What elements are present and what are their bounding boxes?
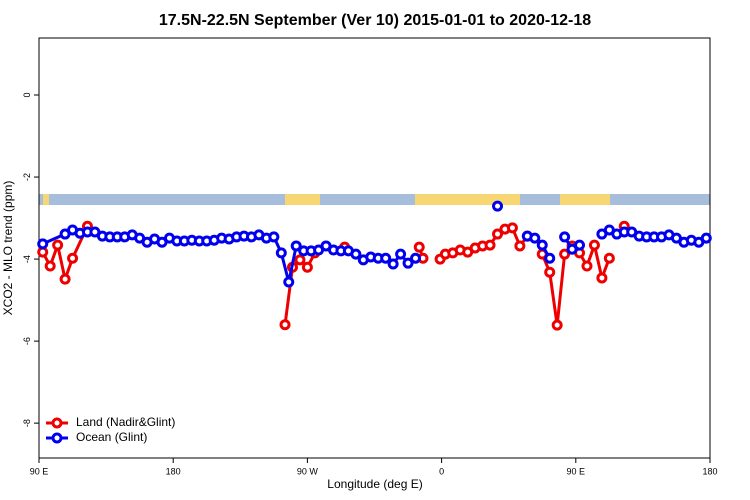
data-point	[275, 247, 287, 259]
data-point	[544, 252, 556, 264]
y-tick-label: 0	[22, 93, 32, 98]
x-tick-label: 0	[439, 466, 444, 476]
data-point	[294, 254, 306, 266]
data-point	[559, 248, 571, 260]
data-point	[380, 252, 392, 264]
data-point	[529, 232, 541, 244]
y-tick-label: -4	[22, 255, 32, 263]
data-point	[301, 261, 313, 273]
y-tick-label: -6	[22, 337, 32, 345]
data-point	[484, 239, 496, 251]
data-point	[59, 273, 71, 285]
data-point	[37, 238, 49, 250]
legend-marker	[51, 417, 63, 429]
data-point	[700, 232, 712, 244]
x-tick-label: 180	[166, 466, 181, 476]
legend: Land (Nadir&Glint)Ocean (Glint)	[42, 414, 184, 448]
data-point	[551, 319, 563, 331]
data-point	[402, 257, 414, 269]
data-point	[44, 260, 56, 272]
legend-label: Land (Nadir&Glint)	[76, 415, 175, 429]
data-point	[544, 266, 556, 278]
data-point	[395, 248, 407, 260]
data-point	[413, 241, 425, 253]
land-mask-strip	[39, 194, 710, 205]
data-point	[52, 239, 64, 251]
data-point	[67, 252, 79, 264]
data-point	[581, 260, 593, 272]
x-tick-label: 90 E	[567, 466, 586, 476]
data-point	[492, 228, 504, 240]
legend-label: Ocean (Glint)	[76, 430, 147, 444]
data-point	[514, 240, 526, 252]
data-point	[387, 258, 399, 270]
legend-box	[42, 414, 184, 448]
data-point	[596, 272, 608, 284]
data-point	[506, 222, 518, 234]
data-point	[574, 239, 586, 251]
data-point	[350, 248, 362, 260]
chart-title: 17.5N-22.5N September (Ver 10) 2015-01-0…	[159, 12, 591, 29]
y-axis-label: XCO2 - MLO trend (ppm)	[1, 181, 15, 316]
y-tick-label: -8	[22, 419, 32, 427]
x-tick-label: 90 E	[30, 466, 49, 476]
x-tick-label: 90 W	[297, 466, 319, 476]
data-point	[603, 252, 615, 264]
y-tick-label: -2	[22, 173, 32, 181]
x-axis-label: Longitude (deg E)	[327, 477, 422, 491]
legend-marker	[51, 432, 63, 444]
x-tick-label: 180	[702, 466, 717, 476]
data-point	[290, 240, 302, 252]
data-point	[283, 276, 295, 288]
data-point	[559, 231, 571, 243]
data-point	[268, 231, 280, 243]
data-point	[279, 319, 291, 331]
data-point	[410, 252, 422, 264]
plot-frame	[38, 37, 711, 459]
data-point	[492, 200, 504, 212]
data-point	[536, 239, 548, 251]
data-point	[588, 239, 600, 251]
